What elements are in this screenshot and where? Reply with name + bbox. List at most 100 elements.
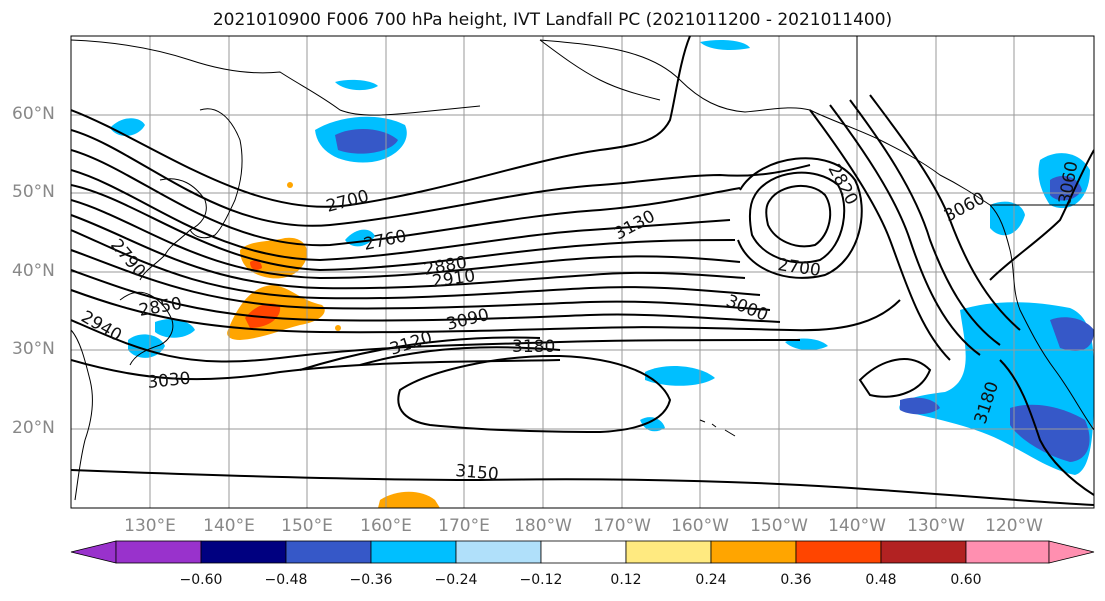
- coast-okhotsk: [139, 178, 207, 281]
- lon-label: 180°W: [514, 516, 572, 536]
- contour-3180: [397, 354, 672, 434]
- contour-ridge4: [869, 94, 1021, 331]
- ivt-shade-baja: [900, 397, 940, 415]
- lon-label: 160°W: [671, 516, 729, 536]
- coast-bc: [989, 204, 1094, 431]
- contour-2730: [71, 129, 811, 227]
- colorbar-tick-label: 0.60: [950, 572, 982, 588]
- colorbar-tick-label: 0.36: [780, 572, 812, 588]
- colorbar-segment: [200, 540, 287, 564]
- ivt-shade-gulf-alaska: [700, 40, 750, 50]
- colorbar-tick-label: −0.60: [179, 572, 223, 588]
- lon-label: 160°E: [360, 516, 412, 536]
- colorbar: [70, 540, 1095, 564]
- lon-label: 120°W: [985, 516, 1043, 536]
- contour-low-outer1: [748, 171, 846, 264]
- coast-japan: [119, 291, 174, 366]
- contour-label: 3180: [512, 337, 555, 357]
- colorbar-tick-label: −0.24: [434, 572, 478, 588]
- colorbar-tick-label: −0.36: [349, 572, 393, 588]
- contour-3090: [299, 336, 541, 371]
- colorbar-segment: [710, 540, 797, 564]
- contour-low-outer2: [737, 157, 863, 279]
- graticule: [71, 36, 1094, 508]
- ivt-shade-bering: [335, 79, 378, 91]
- colorbar-tick-label: −0.12: [519, 572, 563, 588]
- contour-3150: [71, 469, 1094, 506]
- contour-2850: [71, 199, 741, 280]
- lat-label: 20°N: [12, 418, 55, 438]
- contour-east-small: [858, 358, 932, 398]
- colorbar-segment: [285, 540, 372, 564]
- ivt-shade-hawaii-south: [640, 417, 665, 432]
- colorbar-segment: [115, 540, 202, 564]
- colorbar-extend-high: [1048, 540, 1095, 564]
- ivt-shade-california-core2: [1050, 317, 1094, 351]
- lon-label: 170°W: [593, 516, 651, 536]
- lat-label: 60°N: [12, 104, 55, 124]
- ivt-shade-central-pac: [785, 338, 828, 351]
- ivt-shade-hawaii: [645, 366, 715, 386]
- colorbar-tick-label: 0.48: [865, 572, 897, 588]
- contour-2880: [71, 214, 746, 290]
- coast-kamchatka: [189, 108, 243, 239]
- map-title: 2021010900 F006 700 hPa height, IVT Land…: [212, 10, 893, 30]
- coast-hawaii: [699, 419, 736, 437]
- colorbar-segment: [880, 540, 967, 564]
- ivt-shade-kamchatka-core: [335, 128, 398, 154]
- ivt-shade-east-japan-core: [245, 303, 281, 328]
- colorbar-segment: [540, 540, 627, 564]
- ivt-shade-japan-east: [155, 319, 195, 338]
- coast-asia-north: [71, 39, 421, 116]
- colorbar-segment: [795, 540, 882, 564]
- contour-ridge2: [829, 104, 981, 356]
- lat-label: 50°N: [12, 182, 55, 202]
- contour-2820: [71, 184, 736, 272]
- contour-2790: [71, 169, 731, 262]
- colorbar-segment: [625, 540, 712, 564]
- border-canada-us: [856, 36, 1094, 206]
- colorbar-tick-label: 0.12: [610, 572, 642, 588]
- lon-label: 130°E: [124, 516, 176, 536]
- colorbar-extend-low: [70, 540, 117, 564]
- coast-alaska: [539, 39, 991, 206]
- lat-label: 30°N: [12, 339, 55, 359]
- contour-2700: [71, 36, 691, 208]
- contour-east-3060: [989, 149, 1094, 281]
- ivt-shade-dot: [287, 182, 293, 188]
- ivt-shade-hokkaido-core: [250, 260, 262, 270]
- contour-label: 3030: [146, 369, 191, 393]
- ivt-shade-tropics: [378, 491, 440, 508]
- contour-2970: [71, 269, 781, 323]
- colorbar-segment: [370, 540, 457, 564]
- colorbar-tick-label: 0.24: [695, 572, 727, 588]
- height-contours: [71, 36, 1094, 506]
- contour-2940: [71, 249, 771, 311]
- ivt-shade-california-core: [1010, 404, 1090, 462]
- colorbar-tick-label: −0.48: [264, 572, 308, 588]
- contour-2910: [71, 229, 761, 300]
- ivt-positive-shading: [227, 182, 440, 508]
- contour-3120: [359, 346, 561, 366]
- coast-alaska-west: [539, 39, 661, 101]
- ivt-shade-bc-north-core: [1050, 175, 1082, 201]
- ivt-shade-bc: [990, 201, 1025, 236]
- contour-east-3180: [999, 359, 1094, 496]
- lon-label: 140°W: [828, 516, 886, 536]
- lon-label: 150°E: [281, 516, 333, 536]
- contour-label: 3150: [455, 461, 500, 485]
- lon-label: 170°E: [438, 516, 490, 536]
- map-frame: [70, 35, 1095, 509]
- coastlines: [71, 36, 1094, 501]
- coast-aleutians: [419, 105, 481, 113]
- contour-3000: [71, 289, 901, 334]
- lat-label: 40°N: [12, 261, 55, 281]
- colorbar-segment: [455, 540, 542, 564]
- lon-label: 140°E: [203, 516, 255, 536]
- contour-ridge1: [809, 109, 951, 361]
- contour-ridge3: [849, 99, 1001, 346]
- contour-3030: [71, 319, 801, 363]
- ivt-shade-dot2: [335, 325, 341, 331]
- colorbar-segment: [965, 540, 1050, 564]
